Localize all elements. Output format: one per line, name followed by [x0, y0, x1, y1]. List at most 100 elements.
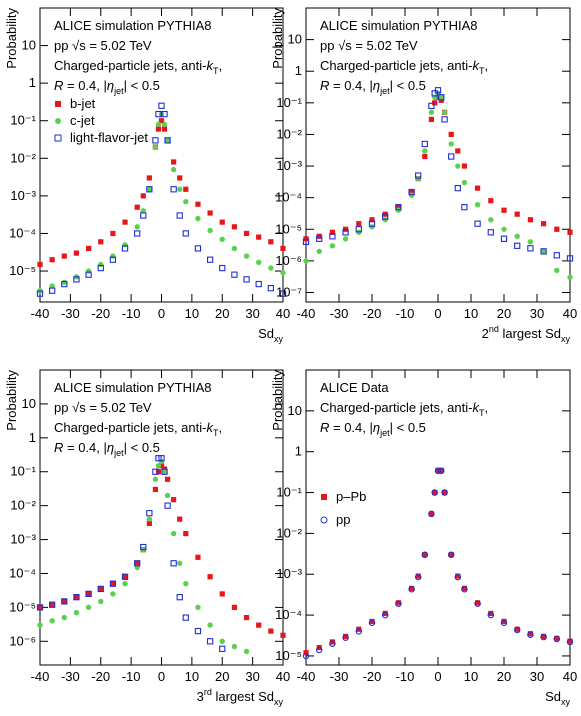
data-point	[206, 256, 214, 263]
data-point	[435, 467, 441, 473]
data-point	[231, 245, 238, 252]
y-tick-label: 10⁻⁵	[275, 221, 302, 236]
data-point	[155, 463, 162, 469]
data-point	[86, 591, 92, 597]
x-axis-label: 3rd largest Sdxy	[197, 687, 284, 707]
x-axis-label-part: Sd	[258, 326, 274, 341]
data-point	[514, 211, 520, 217]
data-point	[97, 264, 104, 272]
x-tick-label: 0	[158, 669, 165, 684]
data-point	[415, 573, 421, 579]
y-tick-label: 10	[288, 403, 302, 418]
data-point	[455, 163, 461, 169]
annotation-part: k	[472, 400, 480, 415]
data-point	[438, 94, 445, 101]
annotation-part: k	[206, 58, 214, 73]
data-point	[164, 476, 171, 482]
data-point	[152, 137, 159, 144]
annotation-part: k	[206, 420, 214, 435]
y-tick-label: 10⁻²	[276, 525, 302, 540]
annotation-part: T	[479, 408, 485, 418]
data-point	[455, 573, 461, 579]
annotation-part: jet	[113, 86, 124, 96]
annotation-part: Charged-particle jets, anti-	[320, 400, 472, 415]
data-point	[434, 87, 442, 94]
annotation-part: ALICE simulation PYTHIA8	[54, 18, 212, 33]
data-point	[316, 235, 323, 242]
legend-label: pp	[336, 512, 350, 527]
data-point	[448, 131, 454, 138]
annotation-part: Charged-particle jets, anti-	[54, 58, 206, 73]
data-point	[356, 626, 362, 632]
data-point	[329, 640, 336, 647]
data-point	[368, 619, 376, 626]
data-point	[500, 619, 508, 626]
data-point	[140, 193, 146, 199]
data-point	[146, 175, 152, 181]
data-point	[97, 585, 104, 593]
data-point	[554, 267, 560, 274]
data-point	[231, 604, 237, 610]
data-point	[49, 283, 55, 289]
data-point	[195, 604, 201, 611]
data-point	[488, 198, 494, 204]
data-point	[438, 94, 444, 100]
data-point	[369, 217, 375, 223]
x-axis-label-part: xy	[561, 697, 571, 707]
annotation-part: | < 0.5	[390, 78, 426, 93]
data-point	[73, 276, 80, 283]
annotation-part: R	[320, 420, 329, 435]
annotation-part: T	[213, 66, 219, 76]
data-point	[382, 213, 389, 220]
y-tick-label: 1	[295, 444, 302, 459]
data-point	[474, 220, 481, 227]
annotation: R = 0.4, |ηjet| < 0.5	[320, 78, 426, 96]
data-point	[280, 245, 286, 252]
data-point	[422, 153, 428, 160]
data-point	[37, 622, 43, 628]
annotation: pp √s = 5.02 TeV	[320, 38, 418, 53]
y-axis-label: Probability	[270, 8, 285, 69]
y-tick-label: 10⁻⁴	[275, 190, 302, 205]
x-axis-label-part: xy	[274, 697, 284, 707]
data-point	[219, 236, 225, 242]
data-point	[408, 585, 415, 593]
x-tick-label: 30	[245, 306, 259, 321]
x-axis-label-part: Sd	[545, 689, 561, 704]
annotation: R = 0.4, |ηjet| < 0.5	[54, 440, 160, 458]
data-point	[461, 585, 468, 593]
data-point	[86, 245, 92, 252]
data-point	[554, 226, 560, 232]
annotation: ALICE simulation PYTHIA8	[54, 18, 212, 33]
data-point	[161, 121, 168, 128]
data-point	[170, 166, 177, 173]
x-axis-label: 2nd largest Sdxy	[482, 324, 571, 344]
annotation-part: R	[320, 78, 329, 93]
data-point	[501, 618, 507, 625]
data-point	[267, 285, 274, 292]
data-point	[567, 638, 573, 644]
data-point	[540, 633, 547, 641]
y-tick-label: 10⁻⁶	[275, 253, 302, 268]
data-point	[428, 102, 435, 110]
data-point	[422, 552, 428, 558]
data-point	[343, 633, 349, 640]
data-point	[356, 221, 362, 227]
data-point	[183, 199, 189, 205]
data-point	[447, 551, 455, 559]
data-point	[355, 628, 363, 635]
x-axis-label: Sdxy	[545, 689, 570, 707]
data-point	[243, 253, 250, 259]
data-point	[61, 280, 68, 288]
x-axis-label-part: 3	[197, 689, 204, 704]
data-point	[408, 188, 415, 196]
annotation-part: ,	[484, 400, 488, 415]
data-point	[155, 110, 162, 118]
x-tick-label: 30	[245, 669, 259, 684]
data-point	[37, 261, 43, 268]
annotation-part: ALICE Data	[320, 380, 389, 395]
data-point	[488, 610, 494, 616]
data-point	[194, 627, 202, 635]
x-tick-label: -10	[122, 669, 141, 684]
data-point	[134, 230, 141, 237]
